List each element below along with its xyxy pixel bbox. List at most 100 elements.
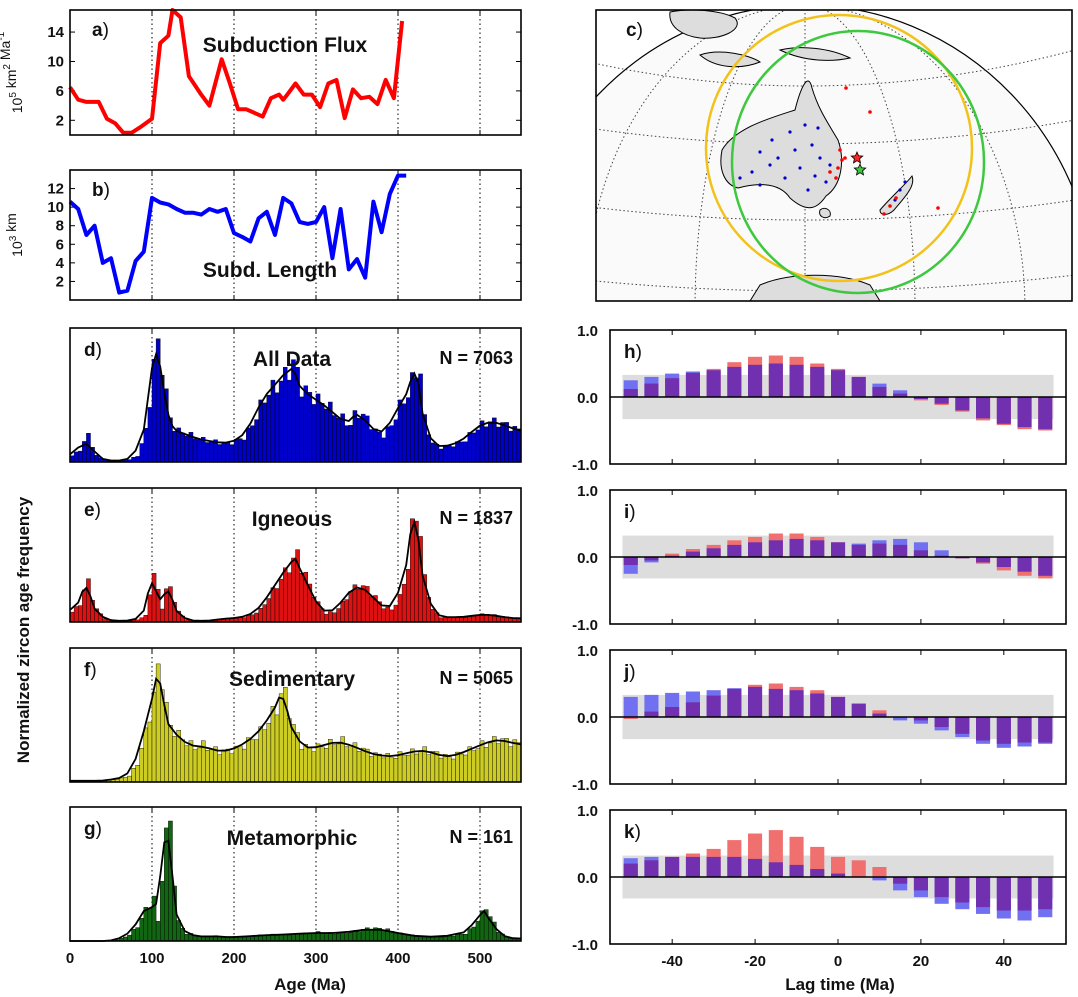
histogram-bar <box>356 931 362 942</box>
histogram-bar <box>418 750 423 783</box>
histogram-bar <box>401 584 407 623</box>
histogram-bar <box>414 753 419 783</box>
sample-point-blue <box>768 163 772 167</box>
histogram-bar <box>262 935 268 942</box>
sample-point-red <box>894 196 898 200</box>
sample-point-blue <box>816 126 820 130</box>
correlation-overlap-bar <box>831 542 846 557</box>
correlation-overlap-bar <box>665 856 680 877</box>
sample-point-red <box>936 206 940 210</box>
sample-point-blue <box>793 148 797 152</box>
histogram-bar <box>332 612 337 623</box>
correlation-overlap-bar <box>913 877 928 891</box>
histogram-bar <box>475 429 481 463</box>
histogram-bar <box>135 927 140 942</box>
histogram-bar <box>250 739 255 783</box>
globe <box>596 10 1072 301</box>
panel-label-d: d) <box>84 340 102 361</box>
histogram-bar <box>344 746 350 783</box>
histogram-bar <box>241 748 247 783</box>
histogram-bar <box>344 425 350 463</box>
histogram-bar <box>143 727 149 783</box>
correlation-bar-red <box>872 867 887 877</box>
histogram-bar <box>483 426 489 463</box>
histogram-bar <box>147 594 153 623</box>
histogram-bar <box>250 425 255 463</box>
panel-b-y-axis-label: 103 km <box>3 213 25 257</box>
correlation-overlap-bar <box>851 703 866 717</box>
y-tick-label: 6 <box>56 83 64 100</box>
correlation-overlap-bar <box>913 717 928 721</box>
density-curve <box>70 676 522 782</box>
histogram-bar <box>393 419 399 463</box>
histogram-bar <box>401 755 407 783</box>
histogram-bar <box>426 754 432 783</box>
correlation-overlap-bar <box>831 873 846 877</box>
histogram-bar <box>168 725 173 783</box>
y-tick-label: 10 <box>47 53 64 70</box>
sample-point-blue <box>803 123 807 127</box>
histogram-bar <box>463 441 468 463</box>
correlation-overlap-bar <box>665 707 680 717</box>
histogram-bar <box>250 614 255 623</box>
histogram-bar <box>434 444 440 463</box>
sample-point-blue <box>758 183 762 187</box>
histogram-bar <box>336 933 341 942</box>
histogram-bar <box>455 751 460 783</box>
correlation-overlap-bar <box>976 877 991 908</box>
histogram-bar <box>459 441 464 463</box>
histogram-bar <box>94 455 99 463</box>
histogram-bar <box>360 747 366 783</box>
panel-d: d) All Data N = 7063 <box>69 327 522 463</box>
histogram-bar <box>504 738 509 783</box>
landmass <box>720 80 843 209</box>
histogram-bar <box>258 608 263 623</box>
histogram-bar <box>389 757 395 783</box>
histogram-bar <box>270 587 276 623</box>
density-curve <box>70 839 522 942</box>
correlation-overlap-bar <box>685 372 700 397</box>
sample-point-red <box>840 158 844 162</box>
histogram-bar <box>397 399 403 463</box>
correlation-overlap-bar <box>976 397 991 419</box>
correlation-bar <box>665 553 680 557</box>
sample-point-blue <box>776 156 780 160</box>
sample-point-red <box>843 156 847 160</box>
panel-j-frame <box>609 649 1067 785</box>
histogram-bar <box>266 598 272 623</box>
y-tick-label: 1.0 <box>577 483 598 500</box>
histogram-bar <box>500 738 505 783</box>
histogram-bar <box>488 421 493 463</box>
y-tick-label: 0.0 <box>577 550 598 567</box>
histogram-bar <box>287 379 292 463</box>
y-tick-label: 2 <box>56 273 64 290</box>
panel-i-frame <box>609 489 1067 625</box>
panel-d-sample-count: N = 7063 <box>439 348 513 368</box>
histogram-bar <box>479 420 485 463</box>
histogram-bar <box>328 611 333 623</box>
panel-h-frame <box>609 329 1067 465</box>
correlation-overlap-bar <box>955 717 970 734</box>
histogram-bar <box>360 413 366 463</box>
correlation-overlap-bar <box>893 877 908 884</box>
histogram-bar <box>508 430 514 463</box>
histogram-bar <box>492 736 497 783</box>
histogram-bar <box>299 396 304 463</box>
subduction-length-line <box>68 173 407 295</box>
histogram-bar <box>332 415 337 463</box>
histogram-bar <box>406 934 411 942</box>
histogram-bar <box>319 403 325 463</box>
histogram-bar <box>209 748 214 783</box>
histogram-bar <box>356 751 362 783</box>
histogram-bar <box>324 613 329 623</box>
correlation-overlap-bar <box>872 386 887 397</box>
histogram-bar <box>475 748 481 783</box>
histogram-bar <box>229 753 235 783</box>
histogram-bar <box>237 745 243 783</box>
y-tick-label: 4 <box>56 255 65 272</box>
histogram-bar <box>315 393 321 463</box>
correlation-overlap-bar <box>623 863 638 877</box>
correlation-overlap-bar <box>1038 717 1053 743</box>
x-tick-label: 500 <box>467 950 492 967</box>
